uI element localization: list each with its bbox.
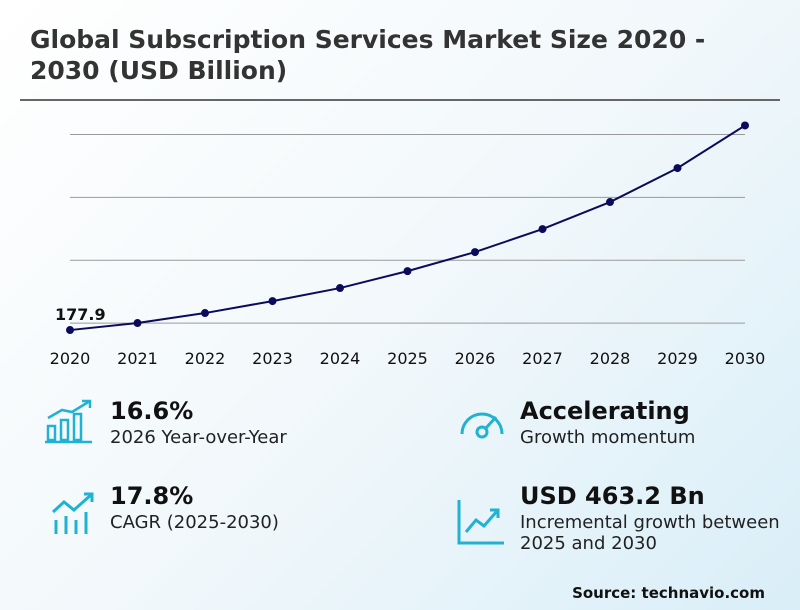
- title-rule: [20, 99, 780, 101]
- x-tick-label: 2028: [590, 349, 631, 368]
- stat-label: 2026 Year-over-Year: [110, 427, 287, 448]
- stat-label: Growth momentum: [520, 427, 696, 448]
- data-point: [403, 267, 412, 276]
- stat-value: Accelerating: [520, 397, 690, 425]
- x-tick-label: 2024: [320, 349, 361, 368]
- data-line: [69, 124, 746, 332]
- data-point: [336, 284, 344, 293]
- data-point: [268, 297, 277, 306]
- x-tick-label: 2026: [455, 349, 496, 368]
- data-point: [66, 326, 74, 335]
- stat-label: Incremental growth between 2025 and 2030: [520, 512, 780, 554]
- x-tick-label: 2027: [522, 349, 563, 368]
- source: Source: technavio.com: [572, 584, 765, 602]
- data-point: [673, 164, 682, 173]
- data-point: [741, 121, 749, 130]
- stat: USD 463.2 Bn Incremental growth between 2…: [520, 482, 780, 554]
- stat-value: USD 463.2 Bn: [520, 482, 705, 510]
- x-tick-label: 2020: [50, 349, 91, 368]
- growth-icon: [457, 500, 504, 545]
- stat: 16.6% 2026 Year-over-Year: [110, 397, 390, 448]
- data-point: [606, 198, 614, 207]
- stat: 17.8% CAGR (2025-2030): [110, 482, 390, 533]
- bar-icon: [45, 399, 92, 444]
- stat: Accelerating Growth momentum: [520, 397, 800, 448]
- gauge-icon: [460, 412, 504, 439]
- chart-title: Global Subscription Services Market Size…: [30, 25, 706, 85]
- x-tick-label: 2021: [117, 349, 158, 368]
- data-point: [538, 225, 547, 234]
- x-tick-label: 2030: [725, 349, 766, 368]
- x-tick-label: 2023: [252, 349, 293, 368]
- data-point: [133, 319, 142, 328]
- chart: 2020 2021 2022 2023 2024 2025 2026 2027 2028 2029…: [50, 121, 766, 368]
- data-point: [201, 309, 209, 318]
- data-point: [471, 248, 479, 257]
- x-tick-label: 2025: [387, 349, 428, 368]
- stat-label: CAGR (2025-2030): [110, 512, 279, 533]
- data-label: 177.9: [55, 305, 106, 324]
- trend-icon: [51, 492, 94, 534]
- stat-value: 17.8%: [110, 482, 194, 510]
- stat-value: 16.6%: [110, 397, 194, 425]
- x-tick-label: 2029: [657, 349, 698, 368]
- x-tick-label: 2022: [185, 349, 226, 368]
